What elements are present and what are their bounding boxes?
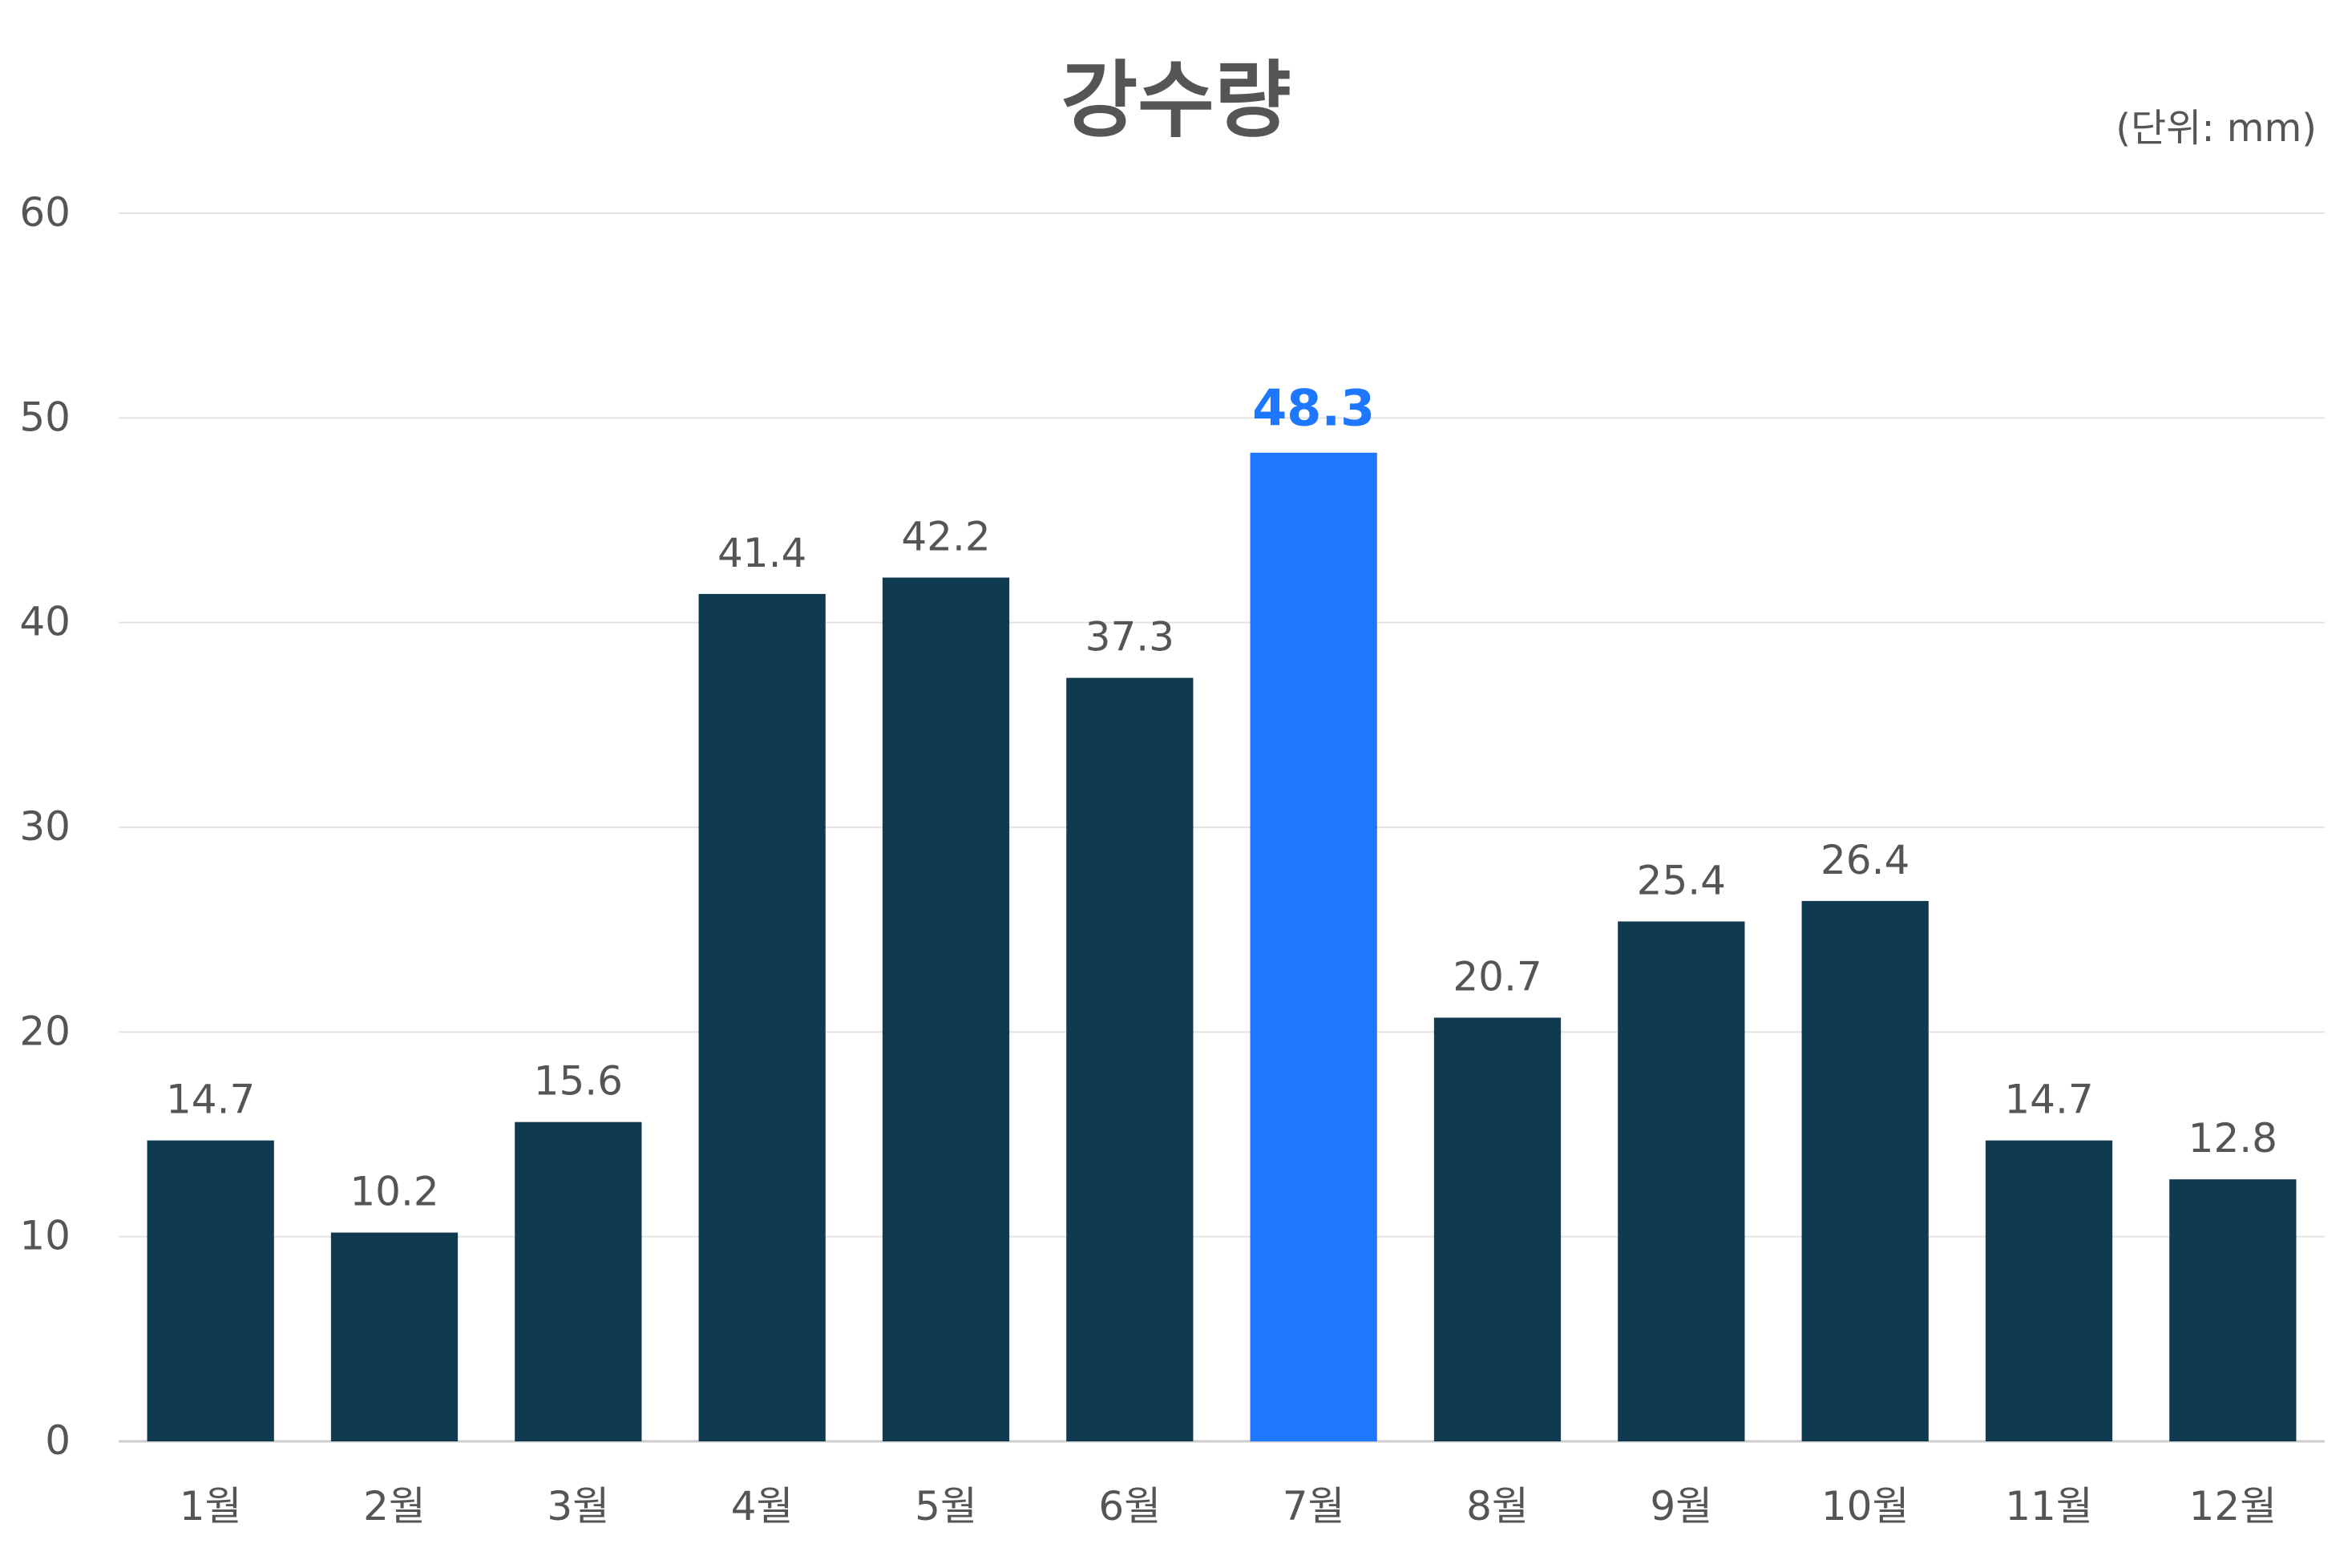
y-tick-label: 40 — [19, 599, 71, 645]
data-label: 25.4 — [1637, 857, 1726, 903]
data-label: 15.6 — [534, 1058, 623, 1105]
x-tick-label: 1월 — [180, 1483, 242, 1530]
unit-label: (단위: mm) — [2116, 106, 2317, 151]
y-tick-label: 10 — [19, 1213, 71, 1259]
data-label: 26.4 — [1821, 837, 1909, 883]
bar — [515, 1121, 642, 1441]
y-tick-label: 30 — [19, 803, 71, 850]
data-label: 42.2 — [901, 513, 990, 560]
y-tick-label: 0 — [45, 1417, 71, 1464]
data-label: 37.3 — [1085, 614, 1174, 661]
bar — [1066, 677, 1194, 1441]
bar — [330, 1232, 459, 1441]
data-label: 14.7 — [2004, 1077, 2093, 1123]
x-tick-label: 4월 — [731, 1483, 794, 1530]
x-tick-label: 12월 — [2189, 1483, 2277, 1530]
bar — [882, 577, 1010, 1441]
bar-highlight — [1250, 452, 1377, 1441]
y-tick-label: 60 — [19, 189, 71, 236]
bar — [2169, 1179, 2297, 1441]
x-tick-label: 2월 — [363, 1483, 426, 1530]
bar — [1801, 900, 1929, 1441]
x-tick-label: 10월 — [1821, 1483, 1909, 1530]
data-label: 48.3 — [1252, 379, 1375, 438]
x-tick-label: 3월 — [547, 1483, 609, 1530]
bar — [1618, 921, 1745, 1441]
y-tick-label: 50 — [19, 394, 71, 440]
bar — [147, 1140, 274, 1441]
data-label: 20.7 — [1453, 953, 1542, 1000]
x-tick-label: 9월 — [1650, 1483, 1712, 1530]
bar — [698, 593, 826, 1442]
bar — [1433, 1017, 1562, 1441]
bar — [1985, 1140, 2113, 1441]
x-tick-label: 5월 — [915, 1483, 977, 1530]
y-tick-label: 20 — [19, 1008, 71, 1054]
x-tick-label: 7월 — [1283, 1483, 1345, 1530]
data-label: 12.8 — [2188, 1115, 2277, 1162]
x-tick-label: 6월 — [1098, 1483, 1161, 1530]
data-label: 10.2 — [350, 1169, 438, 1215]
x-tick-label: 11월 — [2005, 1483, 2093, 1530]
chart-title: 강수량 — [1061, 51, 1291, 149]
data-label: 14.7 — [166, 1077, 255, 1123]
x-tick-label: 8월 — [1466, 1483, 1529, 1530]
data-label: 41.4 — [717, 530, 806, 576]
